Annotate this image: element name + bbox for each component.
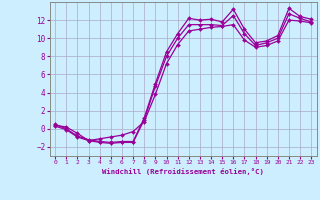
X-axis label: Windchill (Refroidissement éolien,°C): Windchill (Refroidissement éolien,°C) — [102, 168, 264, 175]
